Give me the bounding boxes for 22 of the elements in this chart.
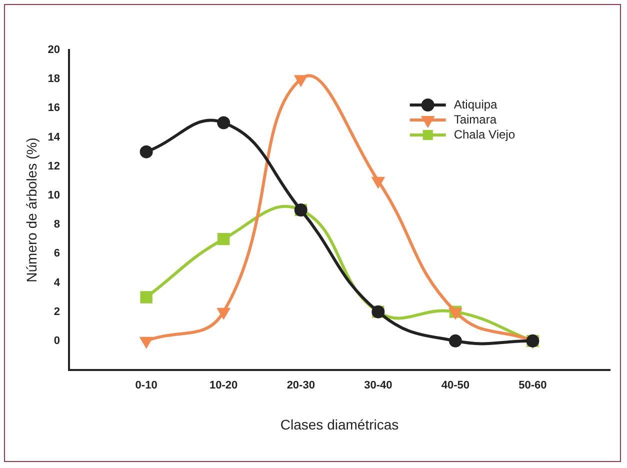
y-tick-label: 16 [48,102,60,114]
x-axis-title: Clases diamétricas [280,416,399,432]
legend-label: Chala Viejo [454,127,516,142]
y-tick-label: 6 [54,248,60,260]
x-tick-label: 10-20 [210,380,238,392]
y-tick-label: 8 [54,218,60,231]
y-axis-title: Número de árboles (%) [23,138,40,282]
y-tick-label: 0 [54,334,60,347]
x-tick-label: 40-50 [441,380,470,392]
y-tick-label: 4 [54,276,61,289]
legend-label: Atiquipa [454,97,498,112]
y-tick-label: 12 [48,160,60,172]
x-tick-label: 0-10 [135,380,158,392]
x-tick-label: 50-60 [518,380,547,392]
x-tick-label: 30-40 [364,380,392,392]
y-tick-label: 18 [48,73,60,86]
y-tick-label: 20 [48,44,60,56]
y-tick-label: 2 [54,306,60,318]
y-tick-label: 10 [48,189,60,202]
x-tick-label: 20-30 [286,380,315,392]
y-tick-label: 14 [48,131,61,144]
legend-label: Taimara [454,112,497,126]
